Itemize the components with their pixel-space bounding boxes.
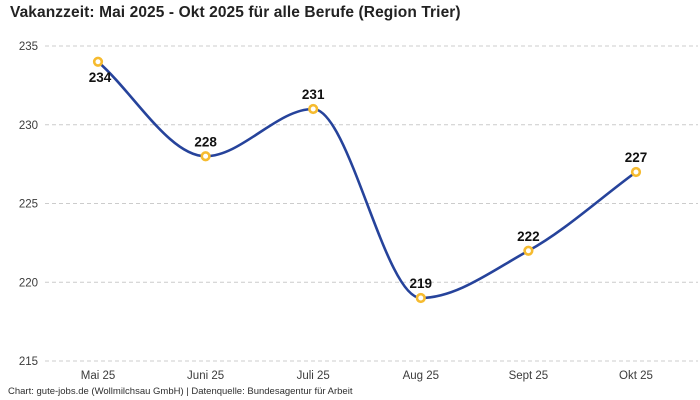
x-tick-label: Mai 25	[81, 370, 116, 382]
data-point-marker	[308, 103, 319, 115]
x-tick-label: Aug 25	[403, 370, 439, 382]
y-tick-label: 235	[19, 41, 38, 53]
x-tick-label: Juni 25	[187, 370, 224, 382]
data-point-label: 219	[410, 276, 433, 291]
data-point-label: 227	[625, 150, 648, 165]
y-tick-label: 230	[19, 120, 38, 132]
y-tick-label: 215	[19, 356, 38, 368]
data-point-marker	[523, 245, 534, 256]
chart-title: Vakanzzeit: Mai 2025 - Okt 2025 für alle…	[10, 4, 461, 21]
x-tick-label: Sept 25	[509, 370, 549, 382]
data-point-marker	[630, 166, 642, 178]
data-point-label: 234	[89, 70, 112, 85]
data-point-marker	[415, 292, 426, 304]
y-tick-label: 220	[19, 277, 38, 289]
data-point-label: 228	[194, 134, 217, 149]
y-tick-label: 225	[19, 199, 38, 211]
data-point-marker	[92, 56, 104, 67]
data-point-label: 222	[517, 229, 540, 244]
chart-attribution: Chart: gute-jobs.de (Wollmilchsau GmbH) …	[8, 386, 353, 397]
data-point-marker	[200, 151, 211, 162]
x-tick-label: Juli 25	[297, 370, 330, 382]
line-series	[96, 60, 638, 300]
x-tick-label: Okt 25	[619, 370, 653, 382]
data-point-label: 231	[302, 87, 325, 102]
